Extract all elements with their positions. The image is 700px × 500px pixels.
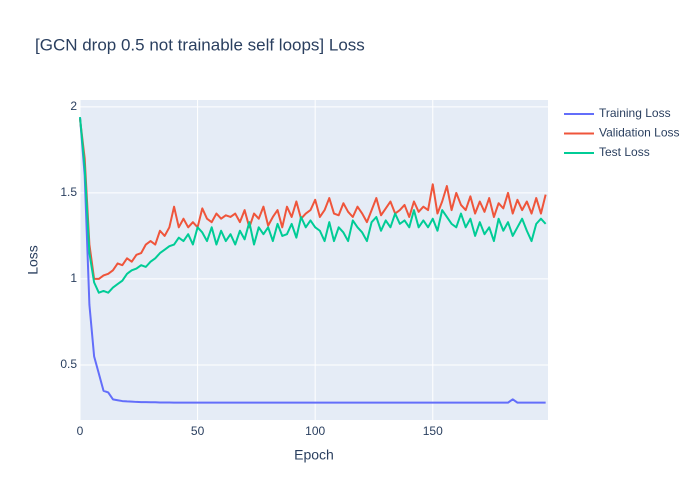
line-series <box>79 117 546 404</box>
legend-label: Test Loss <box>599 145 650 159</box>
x-tick-label: 150 <box>423 424 443 438</box>
x-tick-label: 100 <box>305 424 325 438</box>
y-tick-label: 1.5 <box>60 185 77 199</box>
x-axis-title: Epoch <box>294 447 334 463</box>
lines <box>79 117 547 404</box>
x-tick-label: 50 <box>191 424 205 438</box>
y-axis-title: Loss <box>25 245 41 275</box>
x-tick-label: 0 <box>77 424 84 438</box>
legend-label: Validation Loss <box>599 126 680 140</box>
legend: Training Loss Validation Loss Test Loss <box>564 106 680 159</box>
plot-area <box>80 100 548 420</box>
y-tick-label: 0.5 <box>60 357 77 371</box>
line-series <box>79 117 547 294</box>
y-tick-label: 1 <box>70 271 77 285</box>
chart-title: [GCN drop 0.5 not trainable self loops] … <box>35 35 365 54</box>
line-series <box>79 118 547 280</box>
grid <box>79 100 548 420</box>
y-tick-label: 2 <box>70 99 77 113</box>
legend-label: Training Loss <box>599 106 671 120</box>
